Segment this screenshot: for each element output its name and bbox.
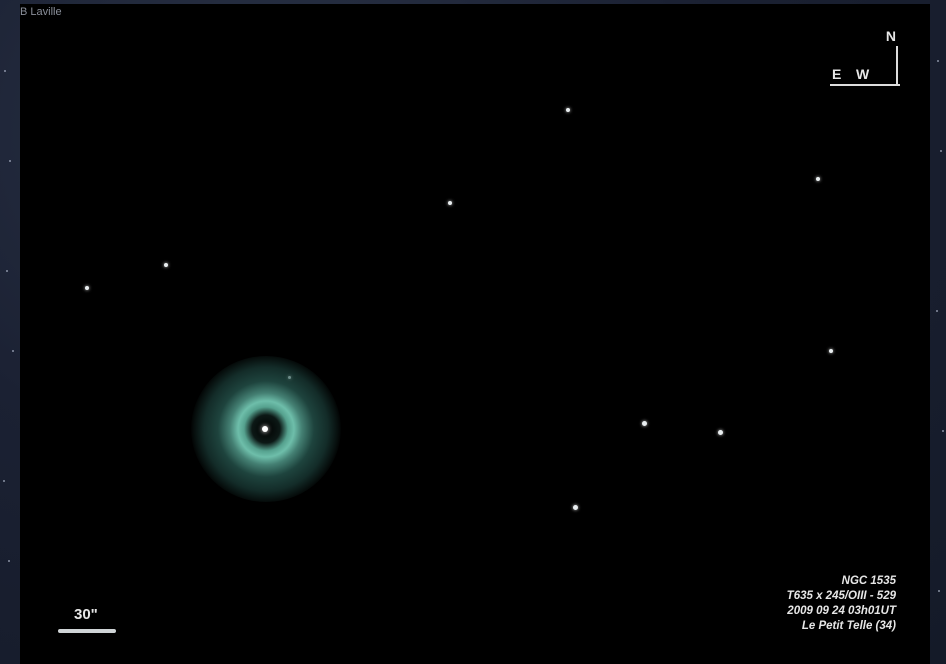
artist-credit: B Laville [20, 6, 62, 18]
background-star [3, 480, 5, 482]
observation-info: NGC 1535 T635 x 245/OIII - 529 2009 09 2… [787, 574, 896, 634]
field-star [829, 349, 833, 353]
background-star [940, 150, 942, 152]
scale-bar [58, 629, 116, 633]
nebula-central-star [262, 426, 268, 432]
field-star [164, 263, 168, 267]
compass-east-label: E [832, 66, 842, 82]
background-star [936, 310, 938, 312]
field-star [718, 430, 723, 435]
background-star [8, 560, 10, 562]
object-name: NGC 1535 [841, 575, 896, 587]
instrument-details: T635 x 245/OIII - 529 [786, 590, 896, 602]
scale-label: 30" [74, 606, 98, 623]
orientation-compass: N E W [830, 28, 900, 90]
compass-vertical-line [896, 46, 898, 84]
background-star [6, 270, 8, 272]
background-star [9, 160, 11, 162]
compass-horizontal-line [830, 84, 900, 86]
field-star [566, 108, 570, 112]
background-star [4, 70, 6, 72]
background-star [938, 590, 940, 592]
compass-west-label: W [856, 66, 870, 82]
observation-location: Le Petit Telle (34) [801, 620, 896, 632]
background-star [12, 350, 14, 352]
field-star [642, 421, 647, 426]
astronomical-sketch: B Laville N E W 30" NGC 1535 T635 x 245/… [20, 4, 930, 664]
observation-date: 2009 09 24 03h01UT [787, 605, 896, 617]
field-star [816, 177, 820, 181]
field-star [85, 286, 89, 290]
field-star [448, 201, 452, 205]
background-star [942, 430, 944, 432]
background-star [937, 60, 939, 62]
field-star [573, 505, 578, 510]
compass-north-label: N [885, 28, 896, 44]
